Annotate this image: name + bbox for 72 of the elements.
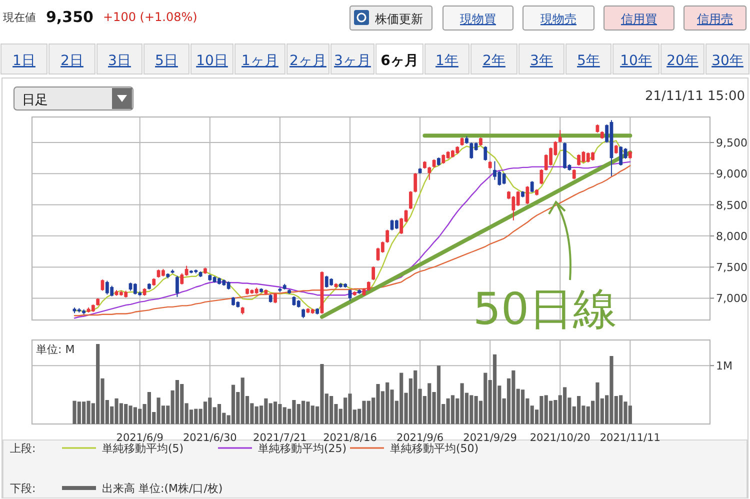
candlestick [484, 146, 488, 162]
legend-label: 出来高 単位:(M株/口/枚) [102, 482, 223, 495]
x-tick-label: 2021/11/11 [600, 432, 660, 444]
text: 20年 [666, 53, 698, 69]
text: 5日 [155, 53, 178, 69]
candlestick [302, 308, 305, 319]
x-tick-label: 2021/7/21 [253, 432, 307, 444]
text: 3ヶ月 [334, 53, 371, 69]
text: 21/11/11 15:00 [645, 89, 745, 104]
candlestick [619, 146, 623, 166]
candlestick [572, 168, 576, 180]
text: 現在値 [3, 11, 36, 24]
bar [492, 354, 497, 424]
x-tick-label: 2021/10/20 [530, 432, 590, 444]
y-tick-label: 8,000 [716, 230, 748, 243]
candlestick [408, 190, 412, 210]
text: 日足 [22, 93, 48, 108]
candlestick [176, 275, 179, 298]
text: 2年 [482, 53, 506, 69]
text: 現物売 [540, 12, 576, 26]
annotation: 50日線 [473, 284, 617, 335]
text: 6ヶ月 [380, 53, 418, 69]
bar [217, 404, 222, 424]
text: 信用買 [621, 12, 657, 26]
legend-title: 下段: [10, 482, 36, 495]
text: 3日 [108, 53, 131, 69]
x-tick-label: 2021/9/29 [463, 432, 517, 444]
legend-label: 単純移動平均(50) [390, 442, 479, 455]
text: 10年 [620, 53, 652, 69]
x-tick-label: 2021/6/9 [116, 432, 164, 444]
candlestick [274, 292, 277, 304]
y-tick-label: 8,500 [716, 198, 748, 212]
text: 2ヶ月 [290, 53, 326, 69]
text: 2日 [60, 53, 84, 69]
candlestick [366, 280, 370, 292]
candlestick [530, 180, 534, 193]
text: 1年 [436, 53, 458, 69]
y-tick-label: 9,500 [716, 136, 748, 150]
text: +100 (+1.08%) [103, 10, 198, 24]
candlestick [386, 229, 390, 244]
text: 信用売 [697, 12, 733, 26]
x-tick-label: 2021/8/16 [323, 432, 378, 444]
text: 1日 [12, 53, 36, 69]
y-tick-label: 9,000 [716, 168, 748, 181]
y-tick-label: 7,500 [716, 261, 748, 274]
legend-title: 上段: [10, 442, 36, 455]
text: 30年 [712, 53, 744, 69]
y-tick-label: 7,000 [716, 292, 748, 306]
bar [203, 402, 208, 424]
candlestick [526, 186, 530, 205]
x-tick-label: 2021/6/30 [182, 432, 237, 444]
text: 5年 [577, 53, 600, 69]
ref-line-label: 1M [716, 360, 732, 373]
x-tick-label: 2021/9/6 [396, 432, 444, 444]
text: 株価更新 [374, 12, 423, 26]
annotation: 単位: M [36, 343, 75, 356]
legend-label: 単純移動平均(5) [102, 442, 184, 455]
bar [520, 390, 525, 424]
candlestick [558, 130, 562, 144]
bar [273, 402, 278, 424]
candlestick [540, 168, 544, 185]
legend-label: 単純移動平均(25) [258, 442, 347, 455]
text: 3年 [530, 53, 553, 69]
candlestick [442, 154, 446, 164]
candlestick [394, 219, 398, 230]
bar [231, 384, 236, 424]
text: 10日 [196, 53, 228, 69]
candlestick [372, 266, 376, 281]
text: 1ヶ月 [242, 53, 278, 69]
text: 現物買 [460, 12, 496, 26]
candlestick [414, 172, 418, 193]
text: 9,350 [46, 8, 94, 26]
